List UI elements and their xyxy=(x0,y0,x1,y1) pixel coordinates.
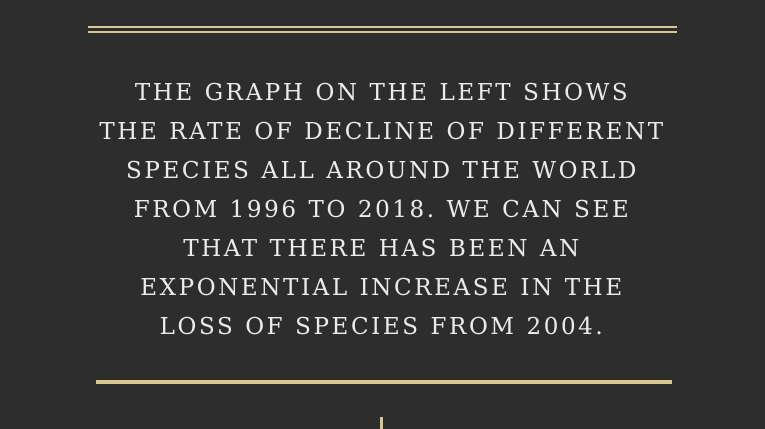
top-rule-line-lower xyxy=(88,31,677,33)
caption-line-3: SPECIES ALL AROUND THE WORLD xyxy=(126,158,639,184)
caption-line-2: THE RATE OF DECLINE OF DIFFERENT xyxy=(99,119,666,145)
decorative-stem xyxy=(380,417,383,429)
caption-line-5: THAT THERE HAS BEEN AN xyxy=(183,236,582,262)
bottom-rule xyxy=(96,380,672,384)
top-double-rule xyxy=(88,26,677,33)
caption-line-1: THE GRAPH ON THE LEFT SHOWS xyxy=(134,80,631,106)
top-rule-line-upper xyxy=(88,26,677,28)
caption-line-4: FROM 1996 TO 2018. WE CAN SEE xyxy=(133,197,632,223)
caption-line-6: EXPONENTIAL INCREASE IN THE xyxy=(140,275,625,301)
caption-line-7: LOSS OF SPECIES FROM 2004. xyxy=(159,314,606,340)
caption-text: THE GRAPH ON THE LEFT SHOWS THE RATE OF … xyxy=(60,74,705,347)
